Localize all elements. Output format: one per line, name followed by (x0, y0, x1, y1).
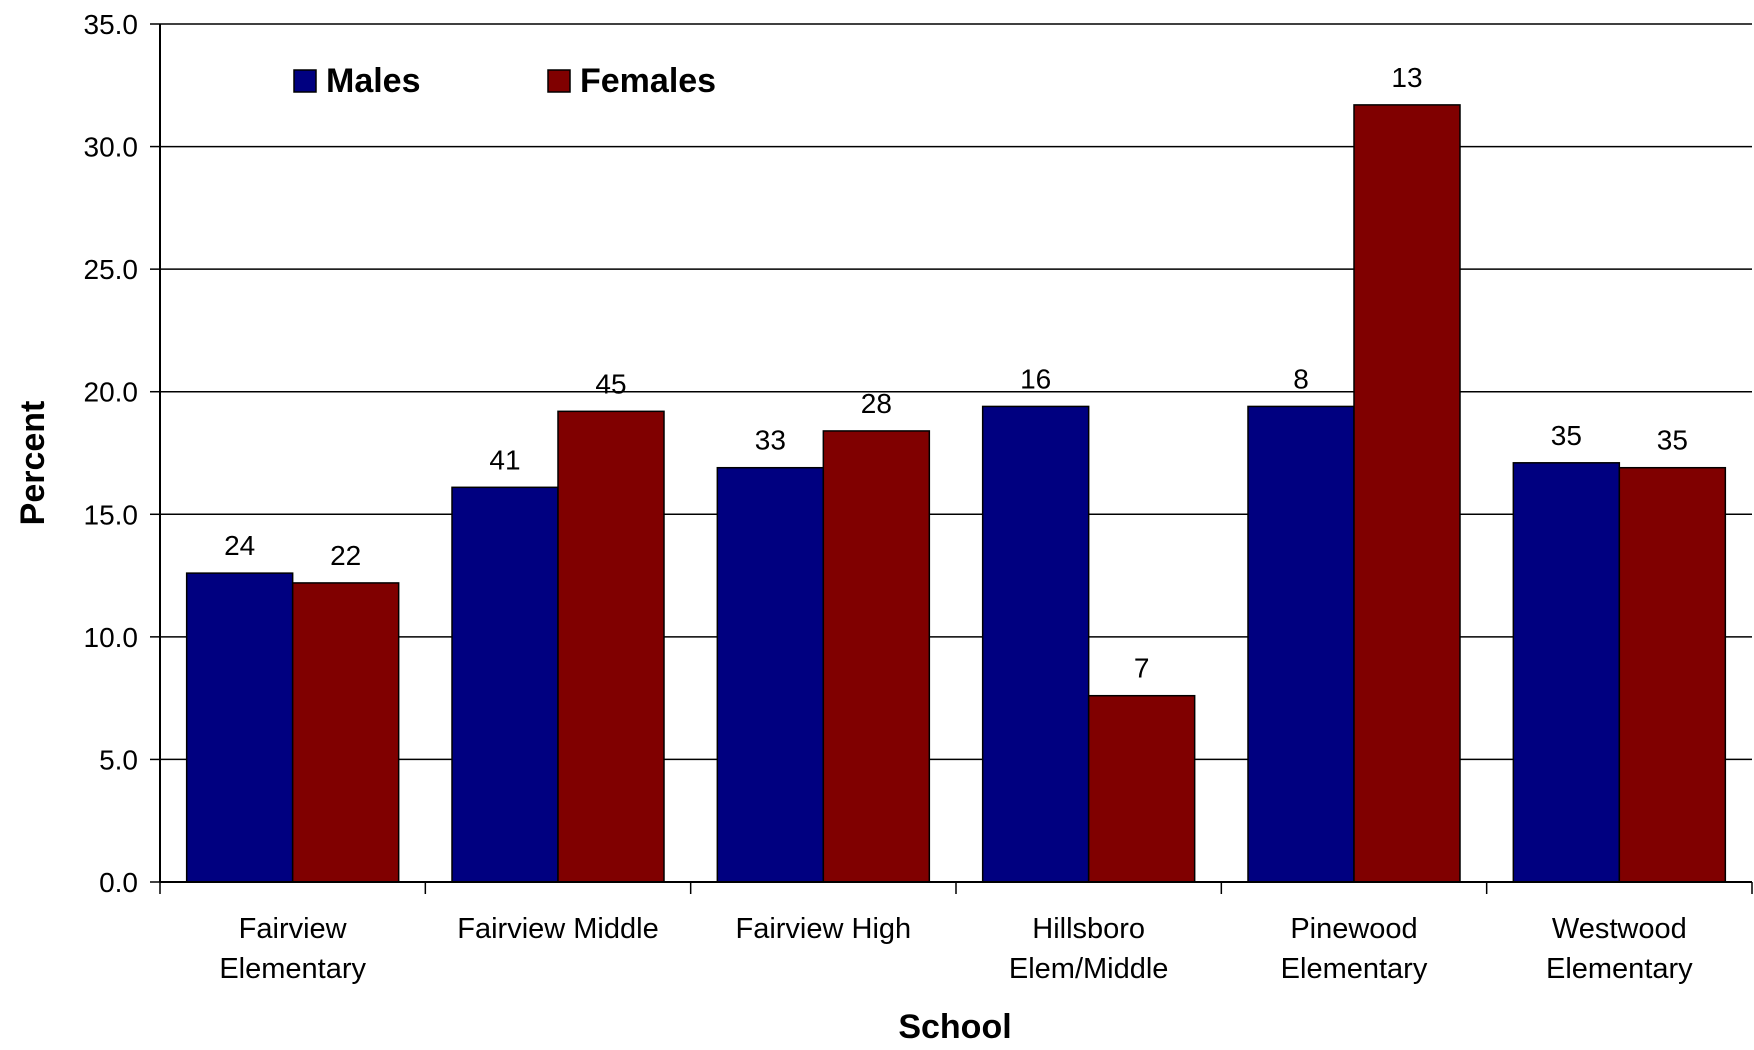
x-tick-label: Pinewood (1290, 913, 1417, 945)
bar-females (1087, 694, 1196, 883)
x-tick-label: Elementary (1281, 953, 1428, 985)
data-label: 45 (595, 368, 626, 399)
y-tick-label: 15.0 (84, 499, 139, 530)
data-label: 28 (861, 388, 892, 419)
data-label: 35 (1657, 425, 1688, 456)
x-tick-label: Westwood (1552, 913, 1687, 945)
y-tick-label: 10.0 (84, 622, 139, 653)
y-tick-label: 5.0 (99, 744, 138, 775)
x-tick-label: Elementary (1546, 953, 1693, 985)
y-tick-label: 25.0 (84, 254, 139, 285)
data-label: 33 (755, 425, 786, 456)
bars (185, 104, 1727, 883)
legend-label-females: Females (580, 62, 716, 100)
bar-males (716, 466, 825, 883)
axes (150, 23, 1753, 894)
data-label: 7 (1134, 653, 1150, 684)
bar-males (981, 405, 1090, 883)
legend-swatch-females (547, 69, 571, 93)
x-tick-label: Fairview (239, 913, 348, 945)
x-tick-label: Hillsboro (1032, 913, 1145, 945)
data-label: 8 (1293, 363, 1309, 394)
y-tick-label: 35.0 (84, 9, 139, 40)
data-label: 16 (1020, 363, 1051, 394)
x-tick-label: Fairview Middle (457, 913, 658, 945)
bar-males (1512, 462, 1621, 883)
data-label: 13 (1391, 62, 1422, 93)
x-tick-label: Fairview High (735, 913, 911, 945)
bar-females (822, 430, 931, 883)
data-label: 41 (489, 444, 520, 475)
y-tick-label: 0.0 (99, 867, 138, 898)
legend-swatch-males (293, 69, 317, 93)
x-tick-label: Elementary (219, 953, 366, 985)
y-tick-label: 20.0 (84, 377, 139, 408)
y-tick-label: 30.0 (84, 132, 139, 163)
labels: 0.0 5.0 10.0 15.0 20.0 25.0 30.0 35.0 24 22 Fairvi… (84, 9, 1694, 985)
bar-males (451, 486, 559, 883)
bar-females (291, 582, 400, 883)
bar-males (185, 572, 294, 883)
legend-label-males: Males (326, 62, 421, 100)
bar-females (557, 410, 665, 883)
legend: Males Females (293, 62, 716, 100)
y-axis-title: Percent (14, 401, 52, 526)
data-label: 24 (224, 530, 255, 561)
bar-females (1353, 104, 1461, 883)
x-axis-title: School (898, 1008, 1011, 1045)
bar-females (1618, 466, 1727, 883)
bar-males (1247, 405, 1355, 883)
data-label: 22 (330, 540, 361, 571)
data-label: 35 (1551, 420, 1582, 451)
x-tick-label: Elem/Middle (1009, 953, 1169, 985)
gridlines (160, 23, 1752, 761)
